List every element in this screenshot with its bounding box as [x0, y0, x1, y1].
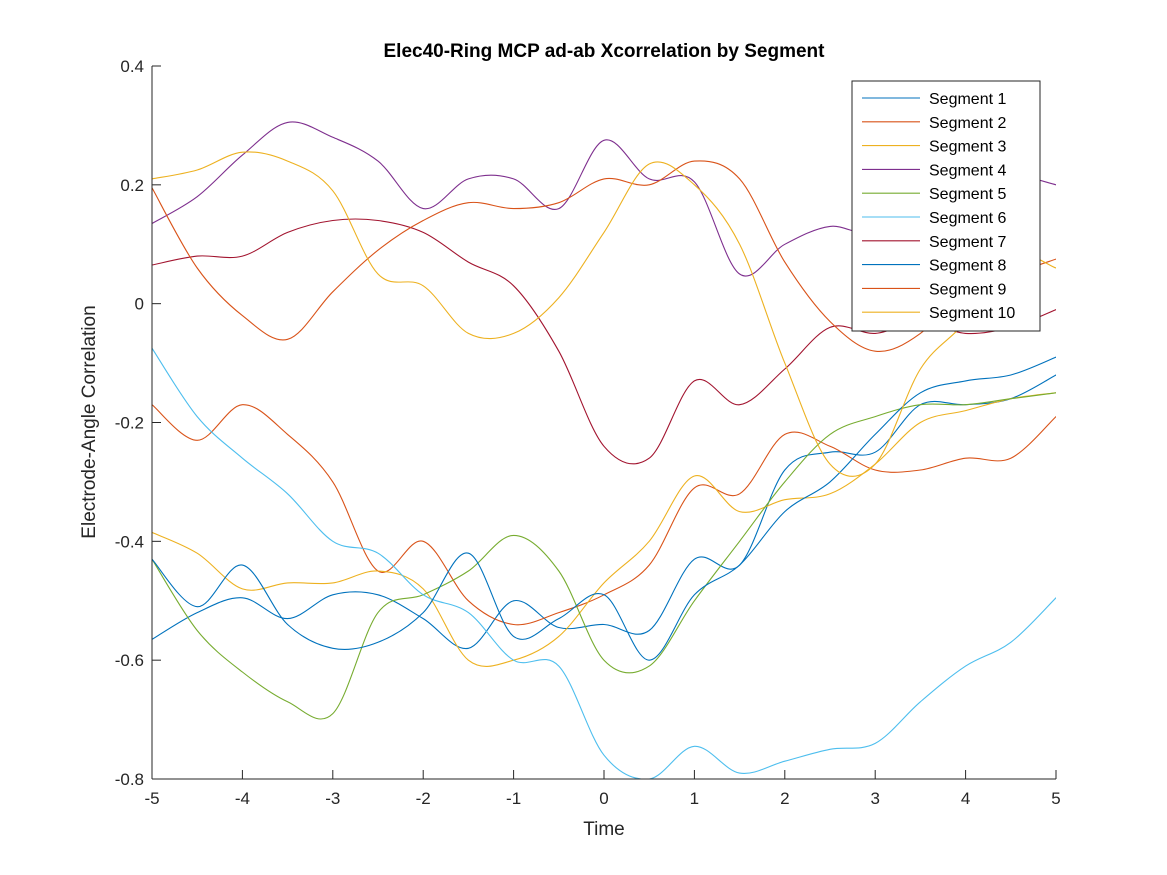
series-line-2	[152, 404, 1056, 626]
legend-box	[851, 80, 1041, 332]
plot-lines	[152, 121, 1056, 779]
x-tick-label: -5	[144, 789, 159, 808]
x-tick-label: -2	[416, 789, 431, 808]
x-axis-label: Time	[583, 819, 625, 840]
legend-label: Segment 1	[929, 91, 1006, 108]
y-tick-label: -0.6	[115, 651, 144, 670]
y-tick-label: -0.4	[115, 532, 144, 551]
x-tick-label: 0	[599, 789, 608, 808]
series-line-5	[152, 392, 1056, 720]
x-tick-label: -1	[506, 789, 521, 808]
series-line-8	[152, 356, 1056, 661]
x-tick-label: -3	[325, 789, 340, 808]
legend-label: Segment 10	[929, 305, 1015, 322]
y-axis-label: Electrode-Angle Correlation	[79, 305, 100, 538]
y-tick-label: 0.2	[120, 176, 144, 195]
x-tick-label: 2	[780, 789, 789, 808]
legend-label: Segment 9	[929, 281, 1006, 298]
chart-title: Elec40-Ring MCP ad-ab Xcorrelation by Se…	[384, 41, 826, 62]
series-line-6	[152, 347, 1056, 779]
x-tick-label: 3	[870, 789, 879, 808]
legend: Segment 1 Segment 2 Segment 3 Segment 4 Segm…	[851, 80, 1041, 332]
series-line-9	[152, 160, 1056, 353]
x-tick-label: 1	[690, 789, 699, 808]
x-tick-label: 4	[961, 789, 970, 808]
x-tick-label: -4	[235, 789, 250, 808]
series-line-1	[152, 374, 1056, 649]
y-tick-label: -0.8	[115, 770, 144, 789]
series-line-3	[152, 392, 1056, 667]
legend-label: Segment 7	[929, 234, 1006, 251]
y-tick-label: 0	[135, 295, 144, 314]
legend-label: Segment 2	[929, 115, 1006, 132]
legend-label: Segment 8	[929, 258, 1006, 275]
series-line-10	[152, 151, 1056, 477]
legend-label: Segment 5	[929, 186, 1006, 203]
ticks: -5 -4 -3 -2 -1 0 1 2 3 4 5 0.4 0.2 0 -0.2 -0.4 -0.6 -0.8	[115, 57, 1061, 808]
legend-label: Segment 3	[929, 139, 1006, 156]
y-tick-label: -0.2	[115, 414, 144, 433]
legend-label: Segment 4	[929, 162, 1006, 179]
y-tick-label: 0.4	[120, 57, 144, 76]
legend-label: Segment 6	[929, 210, 1006, 227]
x-tick-label: 5	[1051, 789, 1060, 808]
